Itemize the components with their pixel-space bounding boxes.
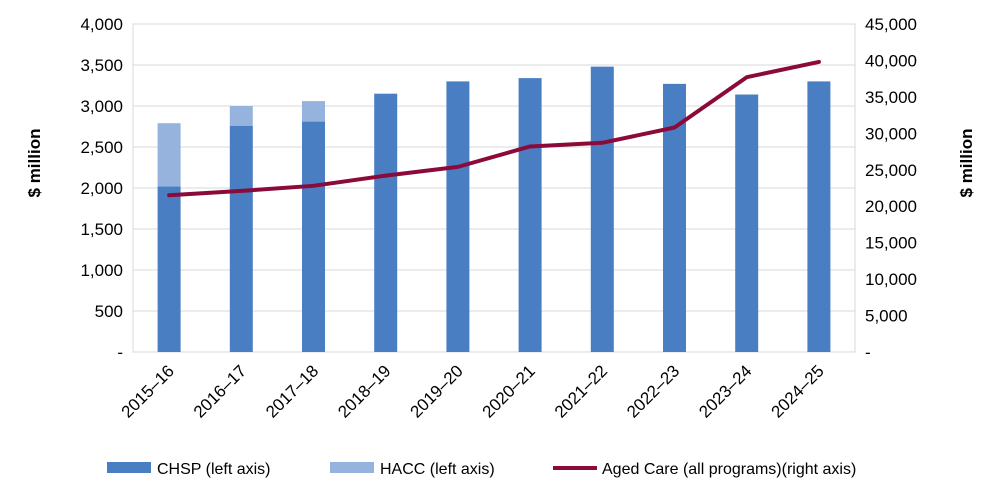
bar-chsp: [518, 78, 542, 353]
x-tick-label: 2015–16: [118, 361, 178, 421]
left-tick-label: 2,500: [80, 138, 123, 157]
bar-chsp: [590, 66, 614, 352]
left-tick-label: -: [117, 343, 123, 362]
x-tick-label: 2020–21: [479, 361, 539, 421]
bar-hacc: [229, 106, 253, 126]
x-tick-label: 2023–24: [695, 361, 755, 421]
x-tick-label: 2021–22: [551, 361, 611, 421]
legend-swatch: [107, 462, 151, 473]
x-tick-label: 2019–20: [406, 361, 466, 421]
right-tick-label: -: [865, 343, 871, 362]
right-tick-label: 25,000: [865, 161, 917, 180]
line-series: [167, 59, 821, 198]
aged-care-line: [167, 59, 821, 198]
right-tick-label: 30,000: [865, 124, 917, 143]
left-tick-label: 3,500: [80, 56, 123, 75]
right-tick-label: 20,000: [865, 197, 917, 216]
right-tick-label: 35,000: [865, 88, 917, 107]
plot-frame: [132, 23, 856, 353]
right-axis-title: $ million: [957, 129, 976, 198]
right-tick-label: 15,000: [865, 234, 917, 253]
legend-swatch: [330, 462, 374, 473]
left-tick-label: 4,000: [80, 15, 123, 34]
right-tick-label: 45,000: [865, 15, 917, 34]
right-tick-label: 10,000: [865, 270, 917, 289]
gridlines: [132, 23, 856, 353]
x-tick-label: 2017–18: [262, 361, 322, 421]
right-tick-label: 40,000: [865, 51, 917, 70]
bars: [157, 66, 831, 353]
x-tick-label: 2022–23: [623, 361, 683, 421]
bar-chsp: [229, 125, 253, 353]
legend-label: Aged Care (all programs)(right axis): [602, 461, 856, 478]
bar-chsp: [302, 121, 325, 352]
bar-chsp: [663, 83, 686, 353]
right-tick-label: 5,000: [865, 307, 908, 326]
bar-chsp: [374, 93, 398, 352]
axes: - 500 1,000 1,500 2,000 2,500 3,000 3,500 4,000 -…: [80, 15, 917, 422]
legend-label: CHSP (left axis): [157, 461, 271, 478]
x-tick-label: 2024–25: [767, 361, 827, 421]
bar-chsp: [807, 81, 831, 353]
left-tick-label: 1,500: [80, 220, 123, 239]
left-tick-label: 500: [95, 302, 123, 321]
x-tick-label: 2016–17: [190, 361, 250, 421]
bar-chsp: [157, 186, 181, 352]
legend-label: HACC (left axis): [380, 461, 495, 478]
left-tick-label: 1,000: [80, 261, 123, 280]
left-tick-label: 3,000: [80, 97, 123, 116]
bar-hacc: [302, 101, 325, 122]
bar-chsp: [446, 81, 470, 353]
bar-chsp: [735, 94, 759, 353]
x-tick-label: 2018–19: [334, 361, 394, 421]
left-tick-label: 2,000: [80, 179, 123, 198]
bar-hacc: [157, 123, 181, 187]
legend: CHSP (left axis) HACC (left axis) Aged Car…: [107, 461, 856, 478]
left-axis-title: $ million: [25, 129, 44, 198]
